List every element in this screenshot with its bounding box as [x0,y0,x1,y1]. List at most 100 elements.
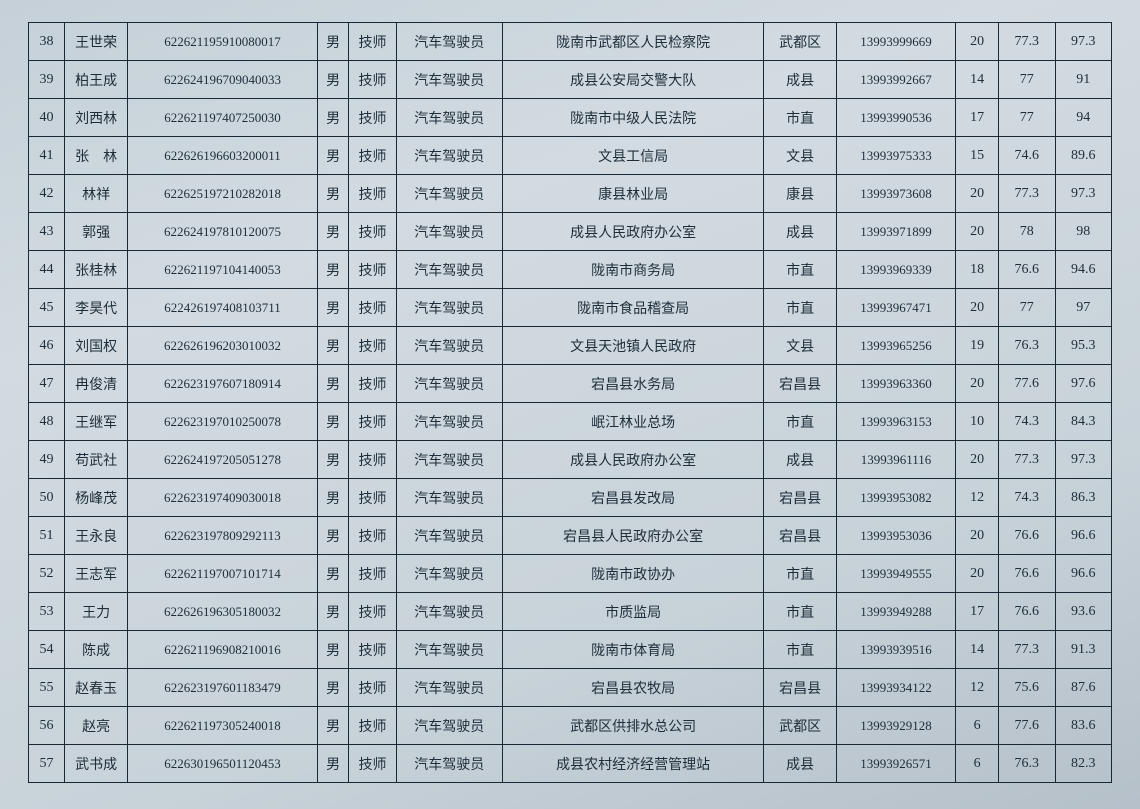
organization: 宕昌县发改局 [502,479,764,517]
person-name: 李昊代 [65,289,128,327]
level: 技师 [349,555,396,593]
table-row: 50杨峰茂622623197409030018男技师汽车驾驶员宕昌县发改局宕昌县… [29,479,1112,517]
table-body: 38王世荣622621195910080017男技师汽车驾驶员陇南市武都区人民检… [29,23,1112,783]
organization: 武都区供排水总公司 [502,707,764,745]
job-title: 汽车驾驶员 [396,403,502,441]
organization: 陇南市中级人民法院 [502,99,764,137]
level: 技师 [349,479,396,517]
table-row: 43郭强622624197810120075男技师汽车驾驶员成县人民政府办公室成… [29,213,1112,251]
scanned-document: 38王世荣622621195910080017男技师汽车驾驶员陇南市武都区人民检… [0,0,1140,809]
sex: 男 [317,365,349,403]
score-3: 97.6 [1055,365,1112,403]
table-row: 49苟武社622624197205051278男技师汽车驾驶员成县人民政府办公室… [29,441,1112,479]
id-number: 622623197409030018 [128,479,318,517]
organization: 宕昌县水务局 [502,365,764,403]
table-row: 45李昊代622426197408103711男技师汽车驾驶员陇南市食品稽查局市… [29,289,1112,327]
sex: 男 [317,99,349,137]
score-2: 75.6 [999,669,1055,707]
area: 文县 [764,327,836,365]
person-name: 王永良 [65,517,128,555]
row-index: 57 [29,745,65,783]
level: 技师 [349,365,396,403]
score-3: 94 [1055,99,1112,137]
area: 宕昌县 [764,669,836,707]
sex: 男 [317,707,349,745]
area: 成县 [764,745,836,783]
table-row: 51王永良622623197809292113男技师汽车驾驶员宕昌县人民政府办公… [29,517,1112,555]
job-title: 汽车驾驶员 [396,479,502,517]
table-row: 42林祥622625197210282018男技师汽车驾驶员康县林业局康县139… [29,175,1112,213]
area: 市直 [764,555,836,593]
row-index: 43 [29,213,65,251]
table-row: 55赵春玉622623197601183479男技师汽车驾驶员宕昌县农牧局宕昌县… [29,669,1112,707]
level: 技师 [349,175,396,213]
phone-number: 13993992667 [836,61,956,99]
organization: 宕昌县农牧局 [502,669,764,707]
organization: 成县公安局交警大队 [502,61,764,99]
row-index: 39 [29,61,65,99]
area: 康县 [764,175,836,213]
score-2: 77 [999,99,1055,137]
score-1: 14 [956,61,999,99]
phone-number: 13993953082 [836,479,956,517]
table-row: 40刘西林622621197407250030男技师汽车驾驶员陇南市中级人民法院… [29,99,1112,137]
score-2: 77.3 [999,175,1055,213]
score-3: 89.6 [1055,137,1112,175]
sex: 男 [317,517,349,555]
score-1: 20 [956,213,999,251]
level: 技师 [349,707,396,745]
id-number: 622626196305180032 [128,593,318,631]
score-1: 6 [956,707,999,745]
score-2: 76.6 [999,593,1055,631]
sex: 男 [317,669,349,707]
phone-number: 13993926571 [836,745,956,783]
score-3: 91.3 [1055,631,1112,669]
job-title: 汽车驾驶员 [396,99,502,137]
sex: 男 [317,213,349,251]
id-number: 622621196908210016 [128,631,318,669]
person-name: 苟武社 [65,441,128,479]
level: 技师 [349,593,396,631]
job-title: 汽车驾驶员 [396,555,502,593]
phone-number: 13993953036 [836,517,956,555]
id-number: 622621197007101714 [128,555,318,593]
score-3: 97 [1055,289,1112,327]
table-row: 52王志军622621197007101714男技师汽车驾驶员陇南市政协办市直1… [29,555,1112,593]
id-number: 622624196709040033 [128,61,318,99]
level: 技师 [349,327,396,365]
level: 技师 [349,289,396,327]
organization: 陇南市商务局 [502,251,764,289]
organization: 陇南市体育局 [502,631,764,669]
phone-number: 13993963153 [836,403,956,441]
job-title: 汽车驾驶员 [396,707,502,745]
row-index: 41 [29,137,65,175]
row-index: 46 [29,327,65,365]
score-1: 20 [956,289,999,327]
table-row: 38王世荣622621195910080017男技师汽车驾驶员陇南市武都区人民检… [29,23,1112,61]
area: 成县 [764,213,836,251]
job-title: 汽车驾驶员 [396,745,502,783]
score-2: 77.6 [999,707,1055,745]
score-1: 6 [956,745,999,783]
score-3: 93.6 [1055,593,1112,631]
area: 市直 [764,403,836,441]
personnel-table: 38王世荣622621195910080017男技师汽车驾驶员陇南市武都区人民检… [28,22,1112,783]
person-name: 林祥 [65,175,128,213]
area: 市直 [764,289,836,327]
row-index: 50 [29,479,65,517]
sex: 男 [317,745,349,783]
level: 技师 [349,23,396,61]
score-1: 14 [956,631,999,669]
score-2: 77 [999,61,1055,99]
table-row: 46刘国权622626196203010032男技师汽车驾驶员文县天池镇人民政府… [29,327,1112,365]
score-1: 20 [956,517,999,555]
score-1: 20 [956,23,999,61]
row-index: 48 [29,403,65,441]
score-2: 78 [999,213,1055,251]
area: 宕昌县 [764,365,836,403]
sex: 男 [317,175,349,213]
job-title: 汽车驾驶员 [396,213,502,251]
job-title: 汽车驾驶员 [396,517,502,555]
score-2: 74.3 [999,403,1055,441]
person-name: 杨峰茂 [65,479,128,517]
